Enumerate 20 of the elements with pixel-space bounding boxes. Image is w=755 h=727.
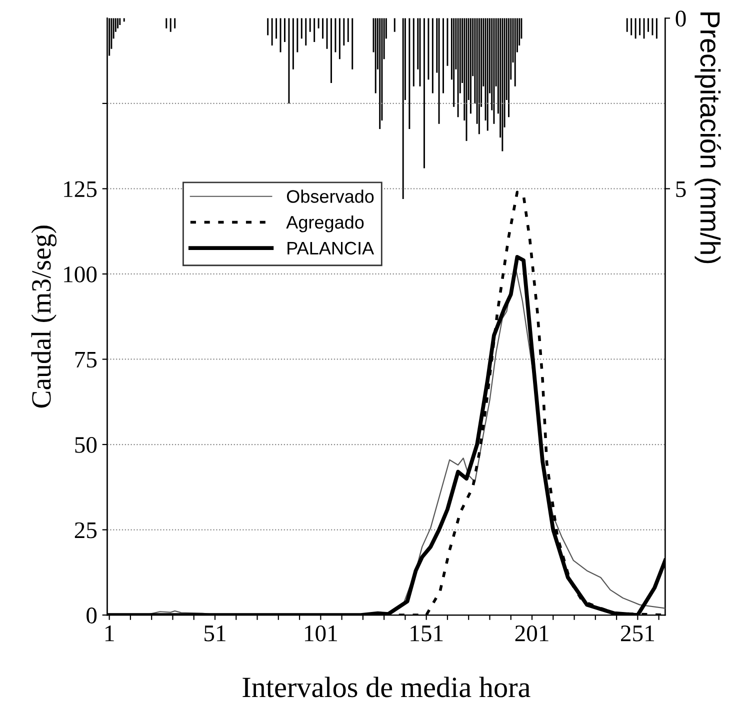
y-tick-label: 0 [86, 608, 97, 624]
y-tick-label: 75 [75, 352, 97, 368]
x-tick-label: 201 [515, 625, 548, 642]
y2-axis-title: Precipitación (mm/h) [694, 12, 721, 264]
y-tick-label: 25 [74, 522, 97, 538]
legend-label: Agregado [286, 215, 364, 232]
legend-label: Observado [286, 190, 374, 203]
x-tick-label: 1 [106, 626, 114, 642]
y-tick-label: 50 [75, 437, 97, 453]
y2-tick-label: 5 [676, 181, 686, 198]
y-axis-title: Caudal (m3/seg) [31, 226, 57, 408]
x-tick-label: 151 [410, 626, 443, 642]
legend-label: PALANCIA [288, 242, 374, 255]
x-tick-label: 51 [204, 626, 226, 642]
y-tick-label: 100 [64, 266, 97, 282]
x-tick-label: 101 [305, 625, 337, 642]
x-axis-title: Intervalos de media hora [242, 676, 530, 698]
y2-tick-label: 0 [676, 10, 686, 27]
y-tick-label: 125 [64, 181, 97, 198]
x-tick-label: 251 [621, 626, 654, 642]
